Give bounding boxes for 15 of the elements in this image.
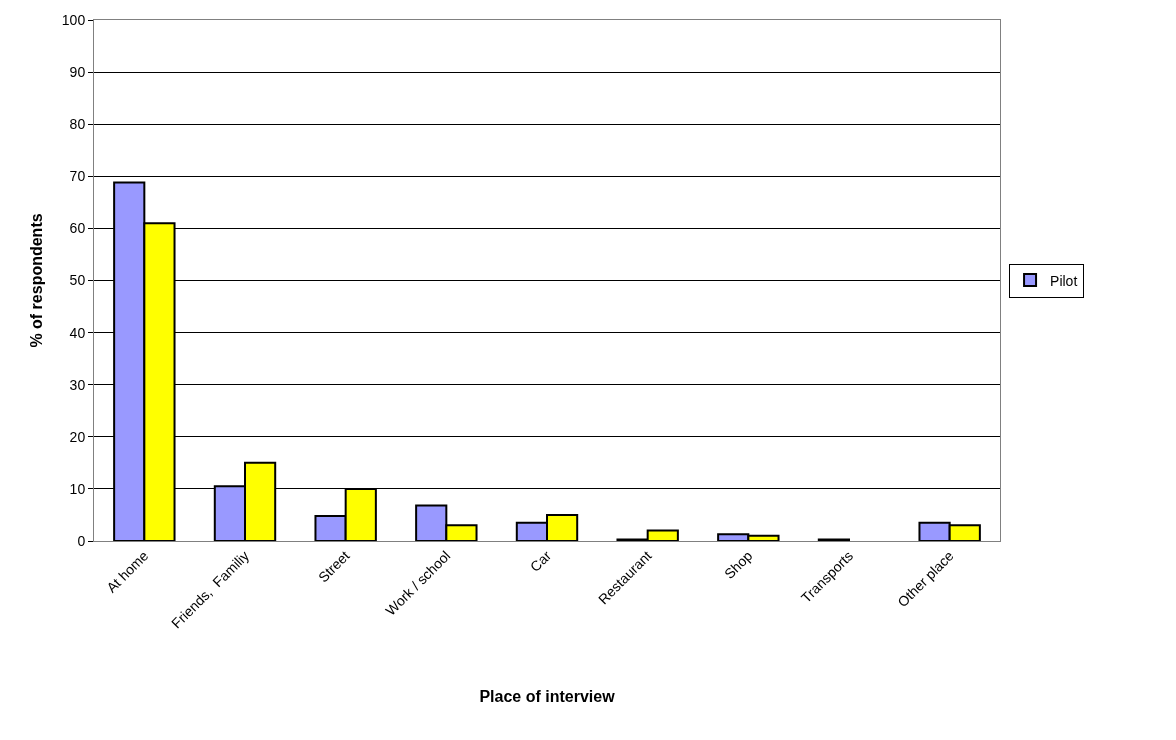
- y-tick-label: 80: [69, 116, 86, 133]
- y-tick-label: 70: [69, 168, 86, 185]
- y-tick-label: 60: [69, 220, 86, 237]
- y-tick-label: 90: [69, 64, 86, 80]
- y-tick-label: 20: [69, 428, 86, 445]
- y-tick-label: 50: [69, 272, 86, 289]
- y-axis-title: % of respondents: [27, 213, 45, 348]
- x-tick-label: Car: [526, 547, 555, 575]
- y-tick-label: 10: [69, 480, 86, 497]
- y-tick-label: 100: [61, 11, 86, 28]
- legend-label: Pilot: [1050, 272, 1078, 289]
- y-tick-label: 40: [69, 324, 86, 341]
- x-axis-title: Place of interview: [479, 688, 616, 706]
- y-tick-label: 0: [77, 532, 86, 549]
- y-tick-label: 30: [69, 376, 86, 393]
